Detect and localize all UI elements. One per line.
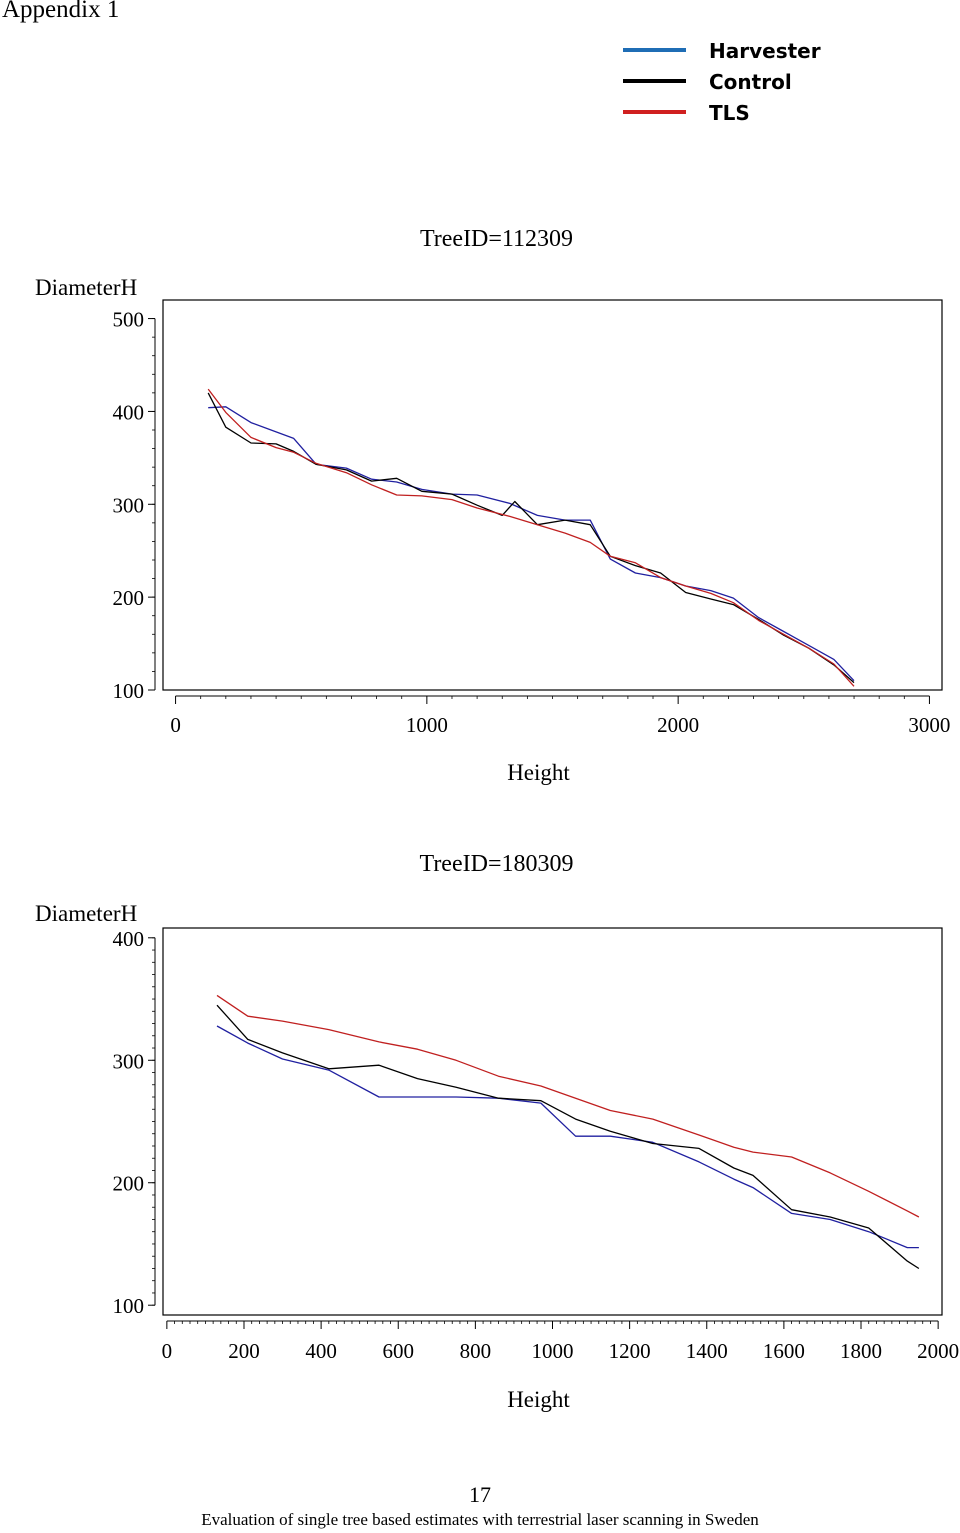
series-line-tls — [207, 388, 855, 687]
x-tick-label: 1800 — [840, 1339, 882, 1363]
x-tick-label: 1600 — [763, 1339, 805, 1363]
legend-label-tls: TLS — [709, 101, 750, 125]
x-tick-label: 1000 — [406, 713, 448, 737]
chart-title: TreeID=180309 — [420, 851, 574, 877]
y-tick-label: 200 — [113, 586, 145, 610]
series-line-control — [207, 392, 855, 684]
x-tick-label: 800 — [460, 1339, 492, 1363]
series-line-tls — [216, 994, 920, 1218]
chart-title: TreeID=112309 — [420, 226, 573, 252]
x-tick-label: 200 — [228, 1339, 260, 1363]
legend: Harvester Control TLS — [623, 39, 821, 125]
chart-treeid-112309: TreeID=112309 DiameterH 100 200 300 400 500 0 10… — [35, 226, 950, 785]
y-tick-label: 300 — [113, 493, 145, 517]
x-tick-label: 3000 — [908, 713, 950, 737]
y-tick-label: 100 — [113, 1294, 145, 1318]
x-tick-label: 0 — [162, 1339, 173, 1363]
y-tick-label: 500 — [113, 308, 145, 332]
series-line-harvester — [208, 406, 855, 682]
y-axis-label: DiameterH — [35, 901, 137, 926]
y-tick-label: 200 — [113, 1172, 145, 1196]
plot-frame — [162, 927, 943, 1316]
footer-text: Evaluation of single tree based estimate… — [201, 1510, 759, 1529]
x-tick-label: 400 — [305, 1339, 337, 1363]
x-tick-label: 1200 — [609, 1339, 651, 1363]
series-line-harvester — [216, 1025, 919, 1249]
x-tick-label: 1000 — [532, 1339, 574, 1363]
x-tick-label: 2000 — [917, 1339, 959, 1363]
y-tick-label: 300 — [113, 1049, 145, 1073]
y-tick-label: 400 — [113, 927, 145, 951]
x-tick-label: 600 — [382, 1339, 414, 1363]
legend-label-control: Control — [709, 70, 792, 94]
legend-label-harvester: Harvester — [709, 39, 821, 63]
appendix-title: Appendix 1 — [2, 0, 120, 23]
y-tick-label: 100 — [113, 679, 145, 703]
x-axis-label: Height — [507, 1387, 570, 1412]
x-axis-label: Height — [507, 760, 570, 785]
x-tick-label: 0 — [170, 713, 181, 737]
x-tick-label: 1400 — [686, 1339, 728, 1363]
plot-frame — [162, 299, 943, 691]
series-line-control — [216, 1004, 920, 1270]
y-axis-label: DiameterH — [35, 275, 137, 300]
x-tick-label: 2000 — [657, 713, 699, 737]
chart-treeid-180309: TreeID=180309 DiameterH 100 200 300 400 0 200 40… — [35, 851, 959, 1412]
y-tick-label: 400 — [113, 400, 145, 424]
page-number: 17 — [469, 1482, 491, 1507]
